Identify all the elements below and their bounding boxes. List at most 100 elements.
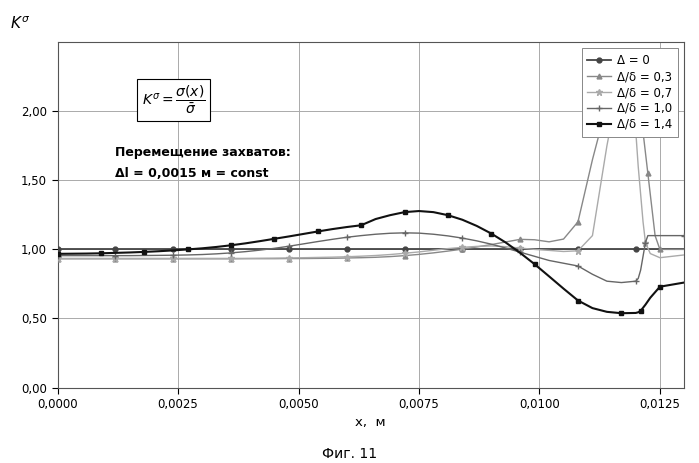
Δ/δ = 1,0 [444, 233, 452, 238]
Δ/δ = 1,0 [184, 252, 192, 258]
Δ/δ = 0,7 [473, 244, 481, 249]
Δ/δ = 0,3 [241, 256, 250, 262]
Δ/δ = 1,4 [198, 245, 206, 251]
Δ/δ = 0,3 [401, 253, 409, 258]
Text: $K^\sigma$: $K^\sigma$ [10, 15, 30, 32]
Δ/δ = 1,4 [415, 208, 423, 214]
Δ = 0 [284, 247, 293, 252]
Δ/δ = 0,3 [184, 256, 192, 262]
Δ = 0 [343, 247, 351, 252]
Δ/δ = 0,3 [96, 256, 105, 262]
Δ/δ = 0,3 [501, 239, 510, 245]
Δ/δ = 1,4 [617, 310, 626, 316]
Δ/δ = 1,4 [241, 241, 250, 246]
Δ/δ = 1,0 [639, 254, 647, 259]
Δ/δ = 1,0 [271, 245, 279, 251]
Δ = 0 [271, 247, 279, 252]
Δ/δ = 0,7 [241, 256, 250, 261]
Δ = 0 [516, 247, 524, 252]
Δ = 0 [256, 247, 264, 252]
Δ/δ = 0,7 [636, 191, 644, 197]
Δ/δ = 0,3 [559, 236, 568, 242]
Δ/δ = 0,7 [198, 256, 206, 261]
Δ/δ = 1,4 [589, 305, 597, 311]
Δ/δ = 0,3 [574, 219, 582, 225]
Δ/δ = 1,0 [545, 258, 554, 263]
Δ/δ = 1,4 [227, 243, 236, 248]
Δ/δ = 1,0 [589, 271, 597, 277]
Δ = 0 [603, 247, 611, 252]
Δ/δ = 0,3 [140, 256, 148, 262]
Δ/δ = 0,7 [574, 248, 582, 254]
Δ/δ = 0,3 [651, 233, 659, 238]
Δ = 0 [617, 247, 626, 252]
Δ/δ = 0,7 [444, 246, 452, 251]
Δ/δ = 0,7 [371, 253, 380, 258]
Δ/δ = 0,7 [603, 143, 611, 149]
Δ = 0 [545, 247, 554, 252]
Δ/δ = 1,0 [314, 239, 322, 244]
Δ/δ = 0,3 [314, 256, 322, 261]
Δ/δ = 1,0 [53, 253, 62, 258]
Δ/δ = 0,3 [343, 255, 351, 261]
Δ/δ = 1,0 [169, 252, 178, 258]
Δ/δ = 0,7 [68, 256, 76, 261]
Δ/δ = 0,3 [473, 244, 481, 250]
Δ/δ = 1,4 [516, 250, 524, 256]
Δ/δ = 0,3 [328, 256, 336, 261]
Δ/δ = 0,3 [458, 246, 466, 252]
Line: Δ/δ = 0,7: Δ/δ = 0,7 [55, 67, 687, 262]
Δ/δ = 0,7 [559, 249, 568, 254]
Δ/δ = 1,4 [126, 250, 134, 255]
Δ = 0 [559, 247, 568, 252]
Δ = 0 [501, 247, 510, 252]
Δ/δ = 0,3 [198, 256, 206, 262]
Δ/δ = 1,4 [314, 229, 322, 234]
Δ/δ = 0,3 [169, 256, 178, 262]
Δ/δ = 1,0 [328, 237, 336, 242]
Δ/δ = 0,7 [516, 245, 524, 251]
Δ/δ = 0,7 [227, 256, 236, 261]
Δ/δ = 0,7 [415, 249, 423, 255]
Δ/δ = 1,4 [111, 250, 120, 256]
Δ = 0 [53, 247, 62, 252]
Δ/δ = 1,0 [644, 233, 652, 238]
Δ/δ = 1,4 [68, 251, 76, 257]
Δ/δ = 1,0 [371, 232, 380, 237]
Δ/δ = 0,3 [656, 247, 664, 252]
Δ/δ = 0,7 [154, 256, 163, 261]
Δ = 0 [632, 247, 640, 252]
Δ = 0 [371, 247, 380, 252]
Δ/δ = 1,0 [227, 250, 236, 256]
Δ/δ = 1,0 [680, 233, 689, 238]
Δ/δ = 0,7 [639, 219, 647, 225]
Δ/δ = 1,4 [656, 284, 664, 289]
Δ/δ = 1,0 [429, 232, 438, 237]
Δ/δ = 1,0 [154, 253, 163, 258]
Δ = 0 [429, 247, 438, 252]
Δ/δ = 1,4 [501, 240, 510, 245]
Δ = 0 [473, 247, 481, 252]
Δ/δ = 0,3 [649, 212, 657, 218]
Δ/δ = 0,7 [184, 256, 192, 261]
Δ/δ = 1,0 [198, 252, 206, 257]
Δ/δ = 0,3 [644, 171, 652, 176]
Δ/δ = 0,7 [256, 256, 264, 261]
Δ/δ = 0,3 [271, 256, 279, 262]
Δ/δ = 1,0 [111, 253, 120, 258]
Δ = 0 [227, 247, 236, 252]
Δ/δ = 1,4 [429, 209, 438, 215]
Δ/δ = 0,7 [632, 129, 640, 135]
Δ/δ = 1,0 [357, 233, 366, 238]
Δ/δ = 1,4 [473, 223, 481, 229]
Δ/δ = 0,3 [126, 256, 134, 262]
Δ/δ = 0,7 [617, 67, 626, 73]
Δ/δ = 0,3 [632, 95, 640, 100]
Δ/δ = 1,0 [96, 253, 105, 258]
Δ/δ = 0,3 [429, 250, 438, 256]
Δ/δ = 1,4 [680, 280, 689, 285]
Δ = 0 [574, 247, 582, 252]
Δ/δ = 0,7 [646, 251, 654, 257]
Δ/δ = 0,7 [545, 248, 554, 253]
Δ/δ = 1,0 [241, 249, 250, 254]
